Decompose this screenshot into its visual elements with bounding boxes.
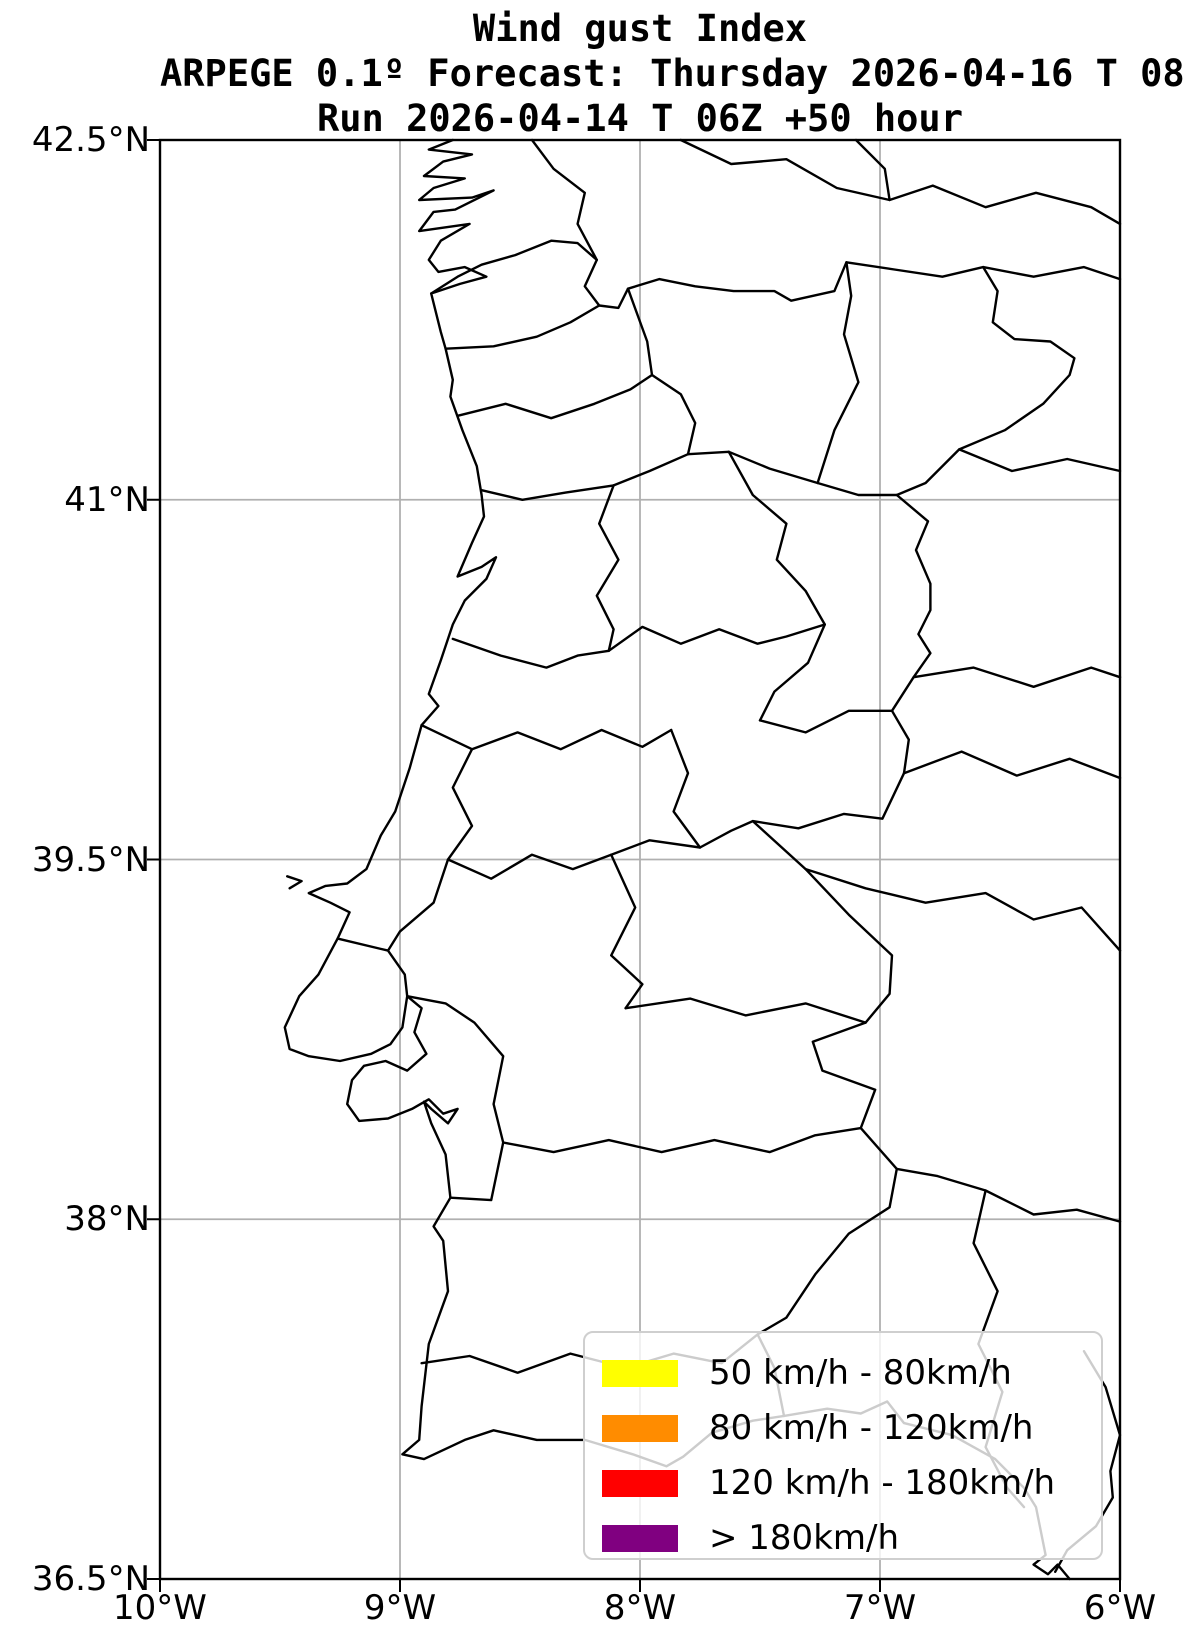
- x-tick-label: 10°W: [113, 1588, 207, 1628]
- legend-label: 80 km/h - 120km/h: [709, 1407, 1034, 1448]
- legend-label: > 180km/h: [709, 1517, 900, 1558]
- map-boundary-line: [610, 853, 644, 1010]
- figure-title: Wind gust Index ARPEGE 0.1º Forecast: Th…: [160, 6, 1186, 141]
- y-tick-label: 41°N: [64, 479, 150, 520]
- map-boundary-line: [420, 724, 673, 751]
- map-boundary-line: [336, 937, 409, 998]
- map-boundary-line: [502, 1126, 862, 1154]
- map-boundary-line: [480, 450, 898, 501]
- legend-row: 120 km/h - 180km/h: [602, 1456, 1101, 1511]
- y-tick-label: 36.5°N: [31, 1559, 150, 1599]
- legend-label: 50 km/h - 80km/h: [709, 1352, 1012, 1393]
- map-boundary-line: [446, 819, 754, 880]
- legend-color-swatch: [602, 1415, 678, 1442]
- map-boundary-line: [444, 304, 601, 350]
- map-boundary-line: [758, 709, 894, 734]
- map-boundary-line: [530, 138, 598, 262]
- title-line-2: ARPEGE 0.1º Forecast: Thursday 2026-04-1…: [160, 52, 1186, 95]
- y-tick-label: 38°N: [64, 1199, 150, 1240]
- map-boundary-line: [285, 875, 303, 890]
- map-boundary-line: [456, 287, 654, 420]
- map-boundary-line: [283, 138, 786, 1468]
- title-line-1: Wind gust Index: [472, 7, 808, 50]
- x-tick-label: 7°W: [843, 1588, 917, 1628]
- map-boundary-line: [982, 265, 1122, 281]
- map-boundary-line: [854, 138, 891, 202]
- map-boundary-line: [449, 1141, 505, 1202]
- map-boundary-line: [595, 484, 620, 652]
- map-boundary-line: [386, 748, 474, 952]
- map-boundary-line: [912, 666, 1122, 688]
- legend-color-swatch: [602, 1525, 678, 1552]
- legend-color-swatch: [602, 1360, 678, 1387]
- legend: 50 km/h - 80km/h 80 km/h - 120km/h 120 km/…: [583, 1331, 1103, 1560]
- title-line-3: Run 2026-04-14 T 06Z +50 hour: [316, 97, 963, 140]
- y-tick-label: 42.5°N: [31, 120, 150, 160]
- map-boundary-line: [607, 623, 826, 652]
- map-boundary-line: [902, 750, 1122, 780]
- map-boundary-line: [727, 450, 826, 722]
- legend-label: 120 km/h - 180km/h: [709, 1462, 1056, 1503]
- map-boundary-line: [451, 637, 610, 669]
- map-boundary-line: [430, 239, 1076, 1418]
- map-boundary-line: [895, 1167, 1122, 1223]
- map-boundary-line: [650, 373, 697, 456]
- legend-row: 80 km/h - 120km/h: [602, 1401, 1101, 1456]
- x-tick-label: 8°W: [603, 1588, 677, 1628]
- map-boundary-line: [405, 995, 505, 1144]
- map-boundary-line: [679, 138, 1122, 226]
- legend-row: > 180km/h: [602, 1511, 1101, 1566]
- y-tick-label: 39.5°N: [31, 839, 150, 880]
- map-boundary-line: [670, 728, 702, 849]
- map-boundary-line: [804, 867, 1122, 952]
- x-tick-label: 6°W: [1083, 1588, 1157, 1628]
- map-plot-area: [147, 138, 1122, 1592]
- plot-border: [158, 138, 1122, 1581]
- legend-color-swatch: [602, 1470, 678, 1497]
- map-boundary-line: [816, 261, 860, 485]
- legend-row: 50 km/h - 80km/h: [602, 1346, 1101, 1401]
- x-tick-label: 9°W: [363, 1588, 437, 1628]
- map-boundary-line: [958, 448, 1122, 473]
- map-boundary-line: [624, 997, 867, 1024]
